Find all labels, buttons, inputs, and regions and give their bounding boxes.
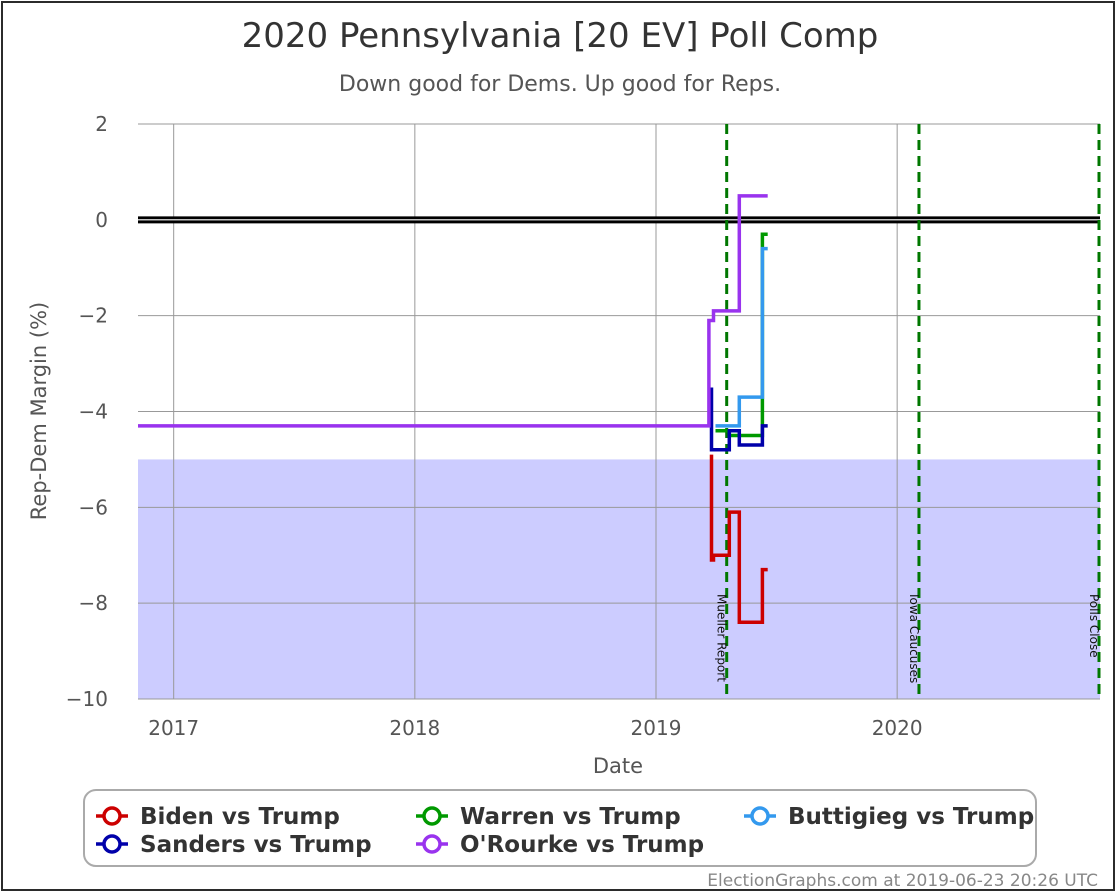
legend: Biden vs Trump Warren vs Trump Buttigieg v… [83, 789, 1037, 867]
x-axis-ticks: 2017 2018 2019 2020 [148, 716, 922, 740]
y-tick-label: −10 [66, 687, 108, 711]
series-line [709, 387, 768, 452]
event-label: Polls Close [1087, 594, 1101, 658]
y-tick-label: −8 [79, 591, 108, 615]
y-tick-label: −6 [79, 495, 108, 519]
legend-entry-label: Biden vs Trump [140, 804, 340, 830]
y-tick-label: 0 [95, 208, 108, 232]
legend-entry-label: Buttigieg vs Trump [788, 804, 1034, 830]
event-label: Mueller Report [715, 594, 729, 682]
legend-swatch-marker [102, 834, 122, 854]
y-axis-title: Rep-Dem Margin (%) [27, 302, 51, 520]
y-axis-ticks: 2 0 −2 −4 −6 −8 −10 [66, 112, 108, 711]
x-tick-label: 2020 [872, 716, 923, 740]
chart-subtitle: Down good for Dems. Up good for Reps. [339, 72, 781, 97]
x-tick-label: 2017 [148, 716, 199, 740]
y-tick-label: −4 [79, 400, 108, 424]
event-label: Iowa Caucuses [907, 594, 921, 683]
legend-swatch-marker [102, 806, 122, 826]
credit-text: ElectionGraphs.com at 2019-06-23 20:26 U… [707, 871, 1098, 891]
legend-entry-label: Warren vs Trump [460, 804, 681, 830]
x-tick-label: 2019 [631, 716, 682, 740]
dem-shaded-band [138, 459, 1100, 699]
event-markers: Mueller Report Iowa Caucuses Polls Close [715, 124, 1101, 699]
x-axis-title: Date [593, 754, 643, 778]
series-line [709, 454, 768, 625]
legend-swatch-marker [422, 834, 442, 854]
y-tick-label: −2 [79, 304, 108, 328]
series-lines [138, 194, 768, 625]
series-line [715, 232, 768, 438]
series-line [138, 194, 768, 428]
legend-box [83, 789, 1037, 867]
x-tick-label: 2018 [389, 716, 440, 740]
y-tick-label: 2 [95, 112, 108, 136]
series-line [715, 246, 768, 428]
chart-title: 2020 Pennsylvania [20 EV] Poll Comp [242, 16, 879, 56]
legend-swatch-marker [422, 806, 442, 826]
legend-entry-label: O'Rourke vs Trump [460, 832, 704, 858]
legend-swatch-marker [750, 806, 770, 826]
legend-entry-label: Sanders vs Trump [140, 832, 372, 858]
